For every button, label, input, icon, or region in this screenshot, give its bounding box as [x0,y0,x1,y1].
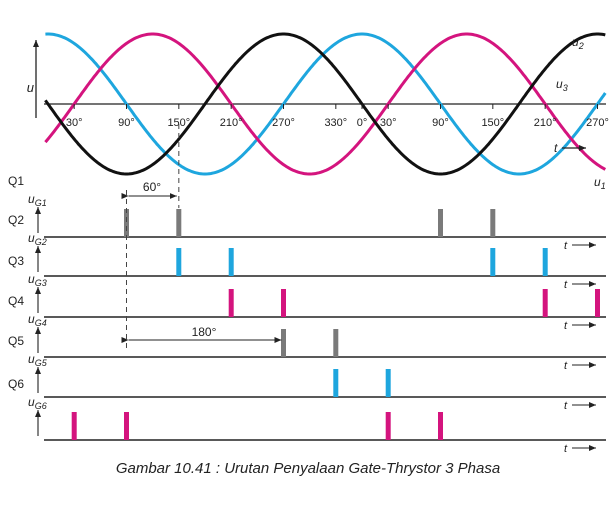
signal-label-ug3: uG3 [28,272,47,288]
angle-tick-label: 90° [432,117,449,129]
signal-label-ug4: uG4 [28,312,47,328]
gate-pulse [124,412,129,440]
gate-time-label: t [564,400,568,412]
gate-pulse-panel: Q1 uG1 t Q2 uG2 t Q3 uG3 t Q4 uG4 t Q5 uG5 t Q6 uG6 t [8,174,606,455]
angle-tick-label: 30° [66,117,83,129]
gate-pulse [228,248,234,276]
angle-tick-label: 210° [220,117,243,129]
gate-pulse [438,209,443,237]
signal-label-ug2: uG2 [28,231,47,247]
angle-tick-label: 150° [167,117,190,129]
sine-curve-u2 [44,32,607,176]
signal-label-ug5: uG5 [28,352,48,368]
angle-tick-label: 270° [272,117,295,129]
gate-row-q2: Q2 uG2 t [8,213,606,291]
gate-pulse [595,289,600,317]
gate-pulse [281,329,286,357]
angle-tick-label: 0° [357,117,368,129]
thyristor-label-q1: Q1 [8,174,24,188]
gate-time-label: t [564,360,568,372]
gate-time-label: t [564,279,568,291]
gate-row-q1: Q1 uG1 t [8,174,606,252]
thyristor-label-q2: Q2 [8,213,24,227]
sine-curve-u3 [45,32,607,176]
angle-tick-label: 30° [380,117,397,129]
gate-pulse [71,412,77,440]
signal-label-ug6: uG6 [28,395,47,411]
gate-pulse [333,369,339,397]
gate-pulse [490,248,496,276]
gate-pulse [228,289,234,317]
thyristor-label-q5: Q5 [8,334,24,348]
gate-time-label: t [564,240,568,252]
dimension-60-label: 60° [143,180,161,194]
curve-label-u3: u3 [556,77,568,93]
gate-row-q3: Q3 uG3 t [8,254,606,332]
gate-pulse [124,209,129,237]
figure-caption: Gambar 10.41 : Urutan Penyalaan Gate-Thr… [115,460,501,477]
gate-pulse [176,209,182,237]
signal-label-ug1: uG1 [28,192,47,208]
gate-time-label: t [564,443,568,455]
curve-label-u1: u1 [594,175,606,191]
dimension-annotations: 60° 180° [121,124,282,352]
curve-label-u2: u2 [572,35,584,51]
gate-row-q5: Q5 uG5 t [8,334,606,412]
sine-time-label: t [554,141,558,155]
angle-tick-label: 90° [118,117,135,129]
angle-tick-label: 210° [534,117,557,129]
sine-curve-u1 [44,32,606,176]
angle-tick-label: 270° [586,117,609,129]
angle-tick-label: 330° [324,117,347,129]
gate-row-q6: Q6 uG6 t [8,377,606,455]
gate-row-q4: Q4 uG4 t [8,294,606,372]
gate-pulse [176,248,182,276]
gate-pulse [385,369,391,397]
sine-panel: u 30° 90° 150° 210° 270° 330° 0° 30° 90° 150° 210° 2… [27,32,609,191]
gate-pulse [542,289,548,317]
thyristor-label-q4: Q4 [8,294,24,308]
gate-pulse [333,329,339,357]
gate-pulse [385,412,391,440]
gate-pulse [542,248,548,276]
thyristor-label-q3: Q3 [8,254,24,268]
angle-tick-label: 150° [481,117,504,129]
gate-pulse [438,412,443,440]
gate-pulse [490,209,496,237]
sine-y-axis-label: u [27,80,34,95]
dimension-180-label: 180° [192,325,217,339]
thyristor-label-q6: Q6 [8,377,24,391]
gate-pulse [281,289,286,317]
gate-time-label: t [564,320,568,332]
